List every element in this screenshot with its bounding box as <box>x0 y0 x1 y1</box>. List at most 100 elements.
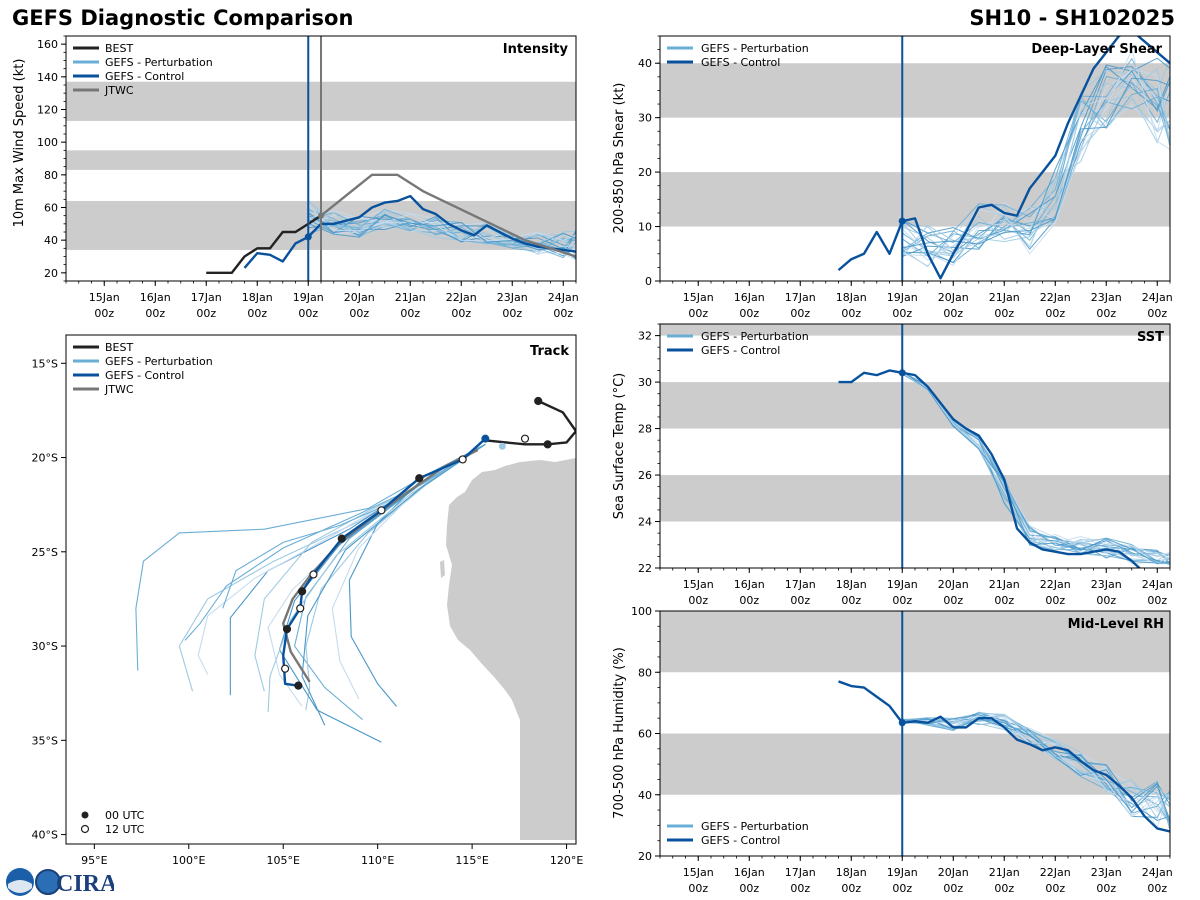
sst-ytick-label: 28 <box>638 423 652 436</box>
rh-xtick-day: 18Jan <box>836 866 867 879</box>
rh-xtick-hour: 00z <box>1096 882 1116 895</box>
track-best-12utc-marker <box>520 434 530 443</box>
shear-xtick-day: 22Jan <box>1040 291 1071 304</box>
legend-control-label: GEFS - Control <box>105 70 184 83</box>
sst-xtick-hour: 00z <box>1045 594 1065 607</box>
sst-ytick-label: 26 <box>638 469 652 482</box>
track-control-line <box>282 437 487 687</box>
sst-xtick-hour: 00z <box>994 594 1014 607</box>
rh-xtick-hour: 00z <box>1147 882 1167 895</box>
sst-frame <box>659 323 1171 569</box>
track-lon-label: 95°E <box>81 854 107 867</box>
intensity-xtick-day: 22Jan <box>446 291 477 304</box>
track-jtwc-line <box>282 448 479 683</box>
shear-xtick-hour: 00z <box>739 307 759 320</box>
track-lat-label: 15°S <box>32 357 58 370</box>
rh-xtick-day: 20Jan <box>938 866 969 879</box>
sst-xtick-day: 19Jan <box>887 578 918 591</box>
sst-perturbations <box>901 370 1170 565</box>
shear-xtick-day: 24Jan <box>1142 291 1173 304</box>
shear-xtick-hour: 00z <box>841 307 861 320</box>
sst-xtick-day: 23Jan <box>1091 578 1122 591</box>
legend-best-label: BEST <box>105 341 133 354</box>
sst-xtick-day: 15Jan <box>683 578 714 591</box>
sst-legend: GEFS - Perturbation GEFS - Control <box>667 330 809 357</box>
intensity-perturbation-16 <box>308 208 576 260</box>
rh-xtick-day: 24Jan <box>1142 866 1173 879</box>
shear-xtick-day: 21Jan <box>989 291 1020 304</box>
track-lat-label: 40°S <box>32 829 58 842</box>
shear-xtick-day: 23Jan <box>1091 291 1122 304</box>
track-control-12utc-marker <box>309 570 318 579</box>
sst-perturbation-19 <box>901 370 1170 564</box>
rh-legend: GEFS - Perturbation GEFS - Control <box>667 820 809 847</box>
shear-perturbation-6 <box>901 71 1170 261</box>
track-perturbation-7 <box>197 443 486 675</box>
track-lon-label: 105°E <box>266 854 299 867</box>
rh-band-1 <box>660 611 1170 673</box>
rh-ytick-label: 60 <box>638 728 652 741</box>
shear-xtick-day: 17Jan <box>785 291 816 304</box>
shear-xtick-hour: 00z <box>1045 307 1065 320</box>
rh-xtick-day: 16Jan <box>734 866 765 879</box>
track-perturbations <box>135 443 486 743</box>
track-best-line <box>487 399 576 446</box>
rh-title: Mid-Level RH <box>1068 617 1164 632</box>
shear-perturbation-19 <box>902 77 1170 249</box>
shear-perturbations <box>901 48 1170 268</box>
track-perturbation-14 <box>301 443 486 726</box>
intensity-xtick-hour: 00z <box>349 307 369 320</box>
intensity-xtick-day: 24Jan <box>548 291 579 304</box>
intensity-xtick-day: 19Jan <box>293 291 324 304</box>
shear-legend: GEFS - Perturbation GEFS - Control <box>667 42 809 69</box>
figure-title: GEFS Diagnostic Comparison <box>12 6 354 30</box>
shear-xtick-day: 19Jan <box>887 291 918 304</box>
rh-xtick-hour: 00z <box>739 882 759 895</box>
track-perturbation-5 <box>305 443 486 711</box>
intensity-xtick-day: 23Jan <box>497 291 528 304</box>
intensity-ytick-label: 140 <box>37 71 58 84</box>
legend-perturbation-label: GEFS - Perturbation <box>701 820 809 833</box>
legend-perturbation-label: GEFS - Perturbation <box>701 330 809 343</box>
track-perturbation-9 <box>254 443 486 692</box>
rottnest-islands <box>519 626 565 652</box>
track-lat-label: 30°S <box>32 640 58 653</box>
sst-xtick-hour: 00z <box>841 594 861 607</box>
rh-panel: 20 40 60 80 100 15Jan 00z 16Jan 00z 17Jan 00z 18Jan… <box>612 605 1173 895</box>
track-main <box>281 396 576 690</box>
track-lat-label: 20°S <box>32 452 58 465</box>
intensity-ytick-label: 20 <box>44 267 58 280</box>
legend-control-label: GEFS - Control <box>105 369 184 382</box>
legend-perturbation-label: GEFS - Perturbation <box>105 355 213 368</box>
shear-ylabel: 200-850 hPa Shear (kt) <box>612 83 627 234</box>
sst-title: SST <box>1137 330 1164 345</box>
legend-00utc-marker <box>81 811 89 819</box>
sst-xtick-day: 18Jan <box>836 578 867 591</box>
sst-xtick-hour: 00z <box>1147 594 1167 607</box>
track-lon-label: 100°E <box>172 854 205 867</box>
track-control-00utc-marker <box>337 534 346 543</box>
sst-xtick-day: 20Jan <box>938 578 969 591</box>
sst-xtick-hour: 00z <box>739 594 759 607</box>
intensity-ytick-label: 40 <box>44 234 58 247</box>
track-perturbation-12 <box>222 443 486 609</box>
rh-xtick-hour: 00z <box>790 882 810 895</box>
track-lat-label: 35°S <box>32 734 58 747</box>
sst-perturbation-17 <box>901 372 1170 561</box>
legend-control-label: GEFS - Control <box>701 834 780 847</box>
shear-ytick-label: 30 <box>638 112 652 125</box>
intensity-xtick-hour: 00z <box>94 307 114 320</box>
storm-id-title: SH10 - SH102025 <box>969 6 1175 30</box>
track-perturbation-start-marker <box>498 442 506 450</box>
track-control-00utc-marker <box>294 681 303 690</box>
legend-control-label: GEFS - Control <box>701 344 780 357</box>
shear-xtick-hour: 00z <box>790 307 810 320</box>
intensity-perturbation-18 <box>307 204 576 250</box>
legend-12utc-label: 12 UTC <box>105 823 145 836</box>
track-perturbation-1 <box>178 443 486 692</box>
shear-panel: 0 10 20 30 40 15Jan 00z 16Jan 00z 17Jan 00z 18Jan 00… <box>612 35 1173 320</box>
sst-axes: 22 24 26 28 30 32 15Jan 00z 16Jan 00z 17Jan 00z 18Ja… <box>638 323 1173 607</box>
track-control-start-marker <box>481 434 490 443</box>
sst-xtick-day: 17Jan <box>785 578 816 591</box>
